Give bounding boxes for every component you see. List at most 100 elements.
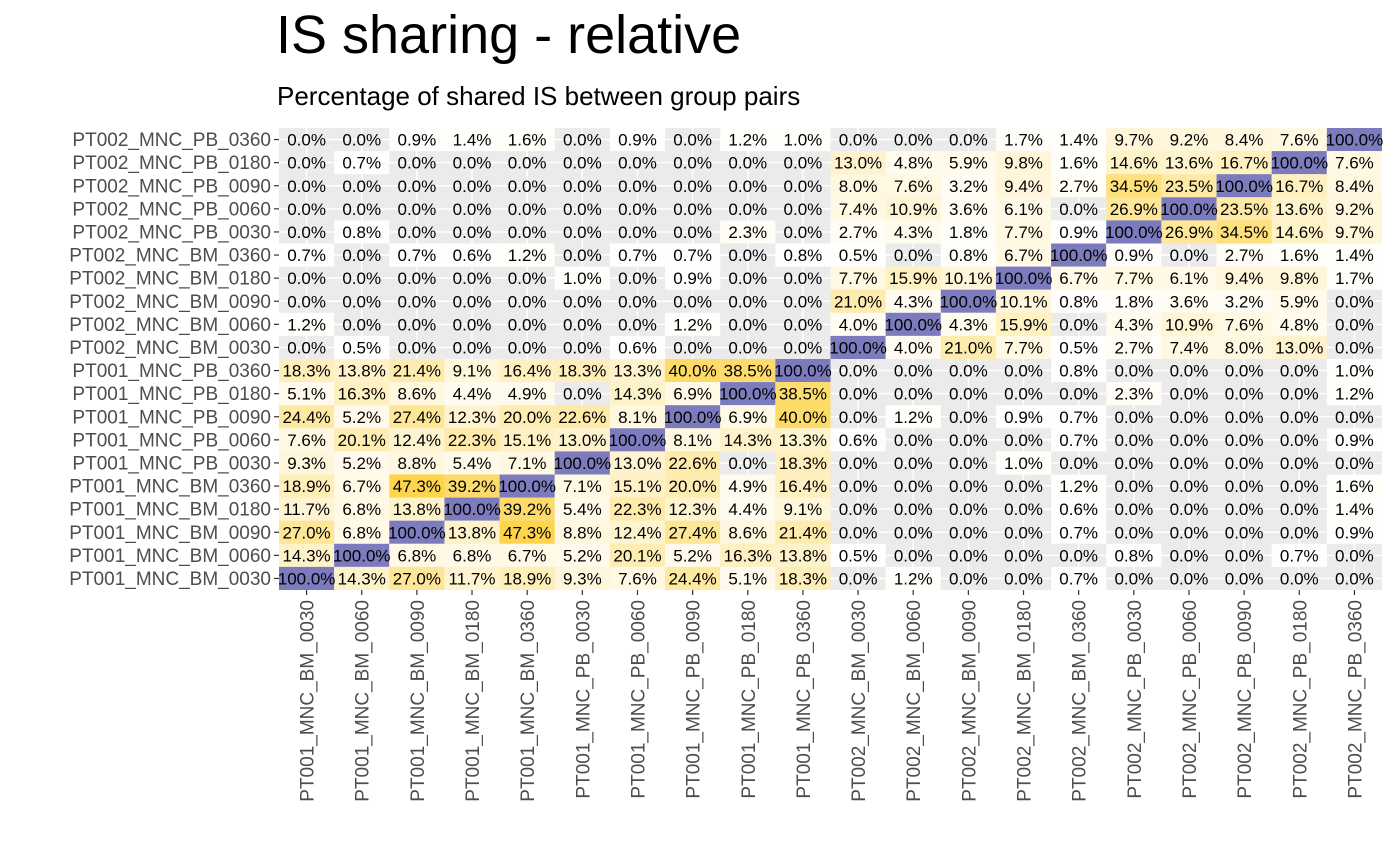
heatmap-tile bbox=[940, 243, 996, 267]
tile-value-label: 0.0% bbox=[894, 131, 933, 150]
tile-value-label: 18.3% bbox=[779, 454, 827, 473]
heatmap-tile bbox=[665, 405, 721, 429]
heatmap-tile bbox=[609, 543, 666, 567]
x-tick-label: PT001_MNC_BM_0180 bbox=[463, 600, 484, 802]
tile-value-label: 18.9% bbox=[282, 477, 330, 496]
tile-value-label: 100.0% bbox=[553, 454, 611, 473]
heatmap-tile bbox=[1051, 128, 1107, 152]
heatmap-tile bbox=[279, 474, 335, 498]
tile-value-label: 0.0% bbox=[728, 315, 767, 334]
tile-value-label: 0.0% bbox=[1225, 569, 1264, 588]
tile-value-label: 0.0% bbox=[894, 246, 933, 265]
tile-value-label: 10.9% bbox=[1165, 315, 1213, 334]
tile-value-label: 100.0% bbox=[278, 569, 336, 588]
tile-value-label: 16.7% bbox=[1275, 177, 1323, 196]
tile-value-label: 0.0% bbox=[287, 177, 326, 196]
heatmap-tile bbox=[499, 566, 555, 590]
tile-value-label: 12.4% bbox=[393, 431, 441, 450]
tile-value-label: 1.7% bbox=[1335, 269, 1374, 288]
x-tick-label: PT002_MNC_PB_0360 bbox=[1345, 600, 1366, 799]
heatmap-tile bbox=[720, 474, 776, 498]
tile-value-label: 0.0% bbox=[1280, 569, 1319, 588]
tile-value-label: 5.2% bbox=[342, 454, 381, 473]
tile-value-label: 39.2% bbox=[503, 500, 551, 519]
heatmap-tile bbox=[1106, 312, 1162, 336]
heatmap-tile bbox=[609, 382, 666, 406]
heatmap-tile bbox=[554, 520, 610, 544]
tile-value-label: 0.0% bbox=[508, 292, 547, 311]
tile-value-label: 34.5% bbox=[1220, 223, 1268, 242]
tile-value-label: 9.7% bbox=[1335, 223, 1374, 242]
heatmap-tile bbox=[995, 335, 1052, 359]
tile-value-label: 0.0% bbox=[453, 154, 492, 173]
heatmap-tile bbox=[499, 405, 555, 429]
y-tick-label: PT001_MNC_PB_0360 bbox=[72, 361, 271, 382]
heatmap-tile bbox=[499, 520, 555, 544]
tile-value-label: 9.3% bbox=[563, 569, 602, 588]
heatmap-tile bbox=[1216, 220, 1272, 244]
tile-value-label: 0.0% bbox=[728, 292, 767, 311]
tile-value-label: 9.2% bbox=[1335, 200, 1374, 219]
heatmap-tile bbox=[775, 243, 831, 267]
heatmap-tile bbox=[1271, 151, 1327, 175]
tile-value-label: 13.8% bbox=[448, 523, 496, 542]
tile-value-label: 0.0% bbox=[1225, 431, 1264, 450]
tile-value-label: 0.0% bbox=[508, 315, 547, 334]
heatmap-tile bbox=[1326, 497, 1382, 521]
tile-value-label: 0.0% bbox=[949, 523, 988, 542]
heatmap-tile bbox=[1326, 243, 1382, 267]
heatmap-tile bbox=[995, 289, 1052, 313]
x-tick-label: PT001_MNC_BM_0060 bbox=[353, 600, 374, 802]
tile-value-label: 8.1% bbox=[673, 431, 712, 450]
tile-value-label: 0.0% bbox=[1114, 431, 1153, 450]
heatmap-tile bbox=[389, 520, 445, 544]
tile-value-label: 0.0% bbox=[342, 292, 381, 311]
tile-value-label: 9.3% bbox=[287, 454, 326, 473]
heatmap-tile bbox=[940, 335, 996, 359]
tile-value-label: 1.2% bbox=[1059, 477, 1098, 496]
heatmap-tile bbox=[334, 428, 390, 452]
tile-value-label: 4.3% bbox=[949, 315, 988, 334]
tile-value-label: 0.0% bbox=[618, 154, 657, 173]
heatmap-tile bbox=[885, 220, 941, 244]
tile-value-label: 3.6% bbox=[1170, 292, 1209, 311]
heatmap-tile bbox=[334, 335, 390, 359]
heatmap-tile bbox=[720, 128, 776, 152]
tile-value-label: 0.0% bbox=[784, 200, 823, 219]
tile-value-label: 14.6% bbox=[1275, 223, 1323, 242]
tile-value-label: 0.0% bbox=[287, 269, 326, 288]
heatmap-tile bbox=[1271, 335, 1327, 359]
tile-value-label: 0.0% bbox=[398, 223, 437, 242]
tile-value-label: 5.9% bbox=[1280, 292, 1319, 311]
tile-value-label: 7.4% bbox=[839, 200, 878, 219]
tile-value-label: 0.5% bbox=[1059, 338, 1098, 357]
heatmap-tile bbox=[720, 520, 776, 544]
tile-value-label: 0.6% bbox=[839, 431, 878, 450]
tile-value-label: 13.8% bbox=[338, 362, 386, 381]
tile-value-label: 0.8% bbox=[949, 246, 988, 265]
tile-value-label: 0.0% bbox=[1170, 569, 1209, 588]
tile-value-label: 0.0% bbox=[398, 154, 437, 173]
heatmap-tile bbox=[885, 566, 941, 590]
tile-value-label: 0.0% bbox=[784, 223, 823, 242]
heatmap-tile bbox=[389, 243, 445, 267]
tile-value-label: 8.6% bbox=[398, 385, 437, 404]
tile-value-label: 1.2% bbox=[673, 315, 712, 334]
heatmap-tile bbox=[830, 266, 886, 290]
tile-value-label: 0.0% bbox=[453, 338, 492, 357]
y-tick-label: PT002_MNC_BM_0060 bbox=[69, 315, 271, 336]
heatmap-tile bbox=[279, 428, 335, 452]
tile-value-label: 0.0% bbox=[563, 177, 602, 196]
tile-value-label: 8.6% bbox=[728, 523, 767, 542]
tile-value-label: 9.4% bbox=[1004, 177, 1043, 196]
heatmap-tile bbox=[665, 266, 721, 290]
tile-value-label: 0.0% bbox=[728, 246, 767, 265]
tile-value-label: 0.5% bbox=[839, 546, 878, 565]
tile-value-label: 5.2% bbox=[673, 546, 712, 565]
tile-value-label: 18.3% bbox=[779, 569, 827, 588]
tile-value-label: 0.7% bbox=[342, 154, 381, 173]
heatmap-tile bbox=[1271, 243, 1327, 267]
heatmap-tile bbox=[499, 243, 555, 267]
tile-value-label: 9.2% bbox=[1170, 131, 1209, 150]
tile-value-label: 0.8% bbox=[784, 246, 823, 265]
